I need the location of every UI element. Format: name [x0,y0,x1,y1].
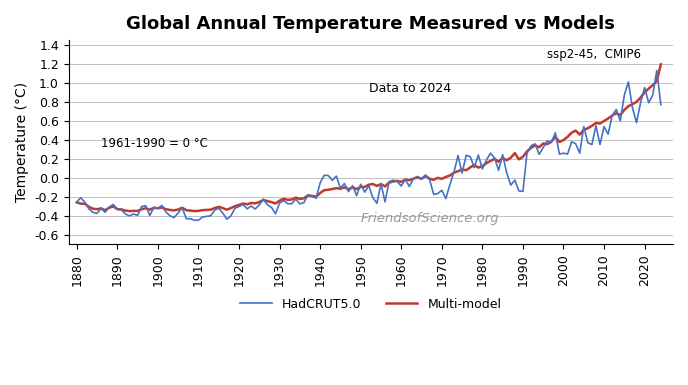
Text: 1961-1990 = 0 °C: 1961-1990 = 0 °C [101,137,208,149]
Y-axis label: Temperature (°C): Temperature (°C) [15,82,29,202]
HadCRUT5.0 [519,189,527,194]
Multi-model [125,209,133,213]
Multi-model [101,208,109,213]
Multi-model [535,145,544,150]
Line: HadCRUT5.0: HadCRUT5.0 [77,70,661,220]
HadCRUT5.0 [76,196,85,200]
Multi-model [73,200,81,205]
HadCRUT5.0 [657,102,665,107]
Text: ssp2-45,  CMIP6: ssp2-45, CMIP6 [547,48,641,61]
Multi-model [620,108,628,112]
HadCRUT5.0 [620,93,628,97]
Text: FriendsofScience.org: FriendsofScience.org [361,211,499,224]
HadCRUT5.0 [535,152,544,157]
Line: Multi-model: Multi-model [77,64,661,211]
Multi-model [76,201,85,206]
Multi-model [657,62,665,67]
HadCRUT5.0 [101,210,109,214]
HadCRUT5.0 [191,218,199,223]
Title: Global Annual Temperature Measured vs Models: Global Annual Temperature Measured vs Mo… [127,15,615,33]
HadCRUT5.0 [413,174,422,179]
Multi-model [413,175,422,180]
HadCRUT5.0 [73,199,81,204]
Multi-model [519,154,527,159]
Legend: HadCRUT5.0, Multi-model: HadCRUT5.0, Multi-model [235,293,506,316]
HadCRUT5.0 [653,68,661,73]
Text: Data to 2024: Data to 2024 [369,82,451,95]
